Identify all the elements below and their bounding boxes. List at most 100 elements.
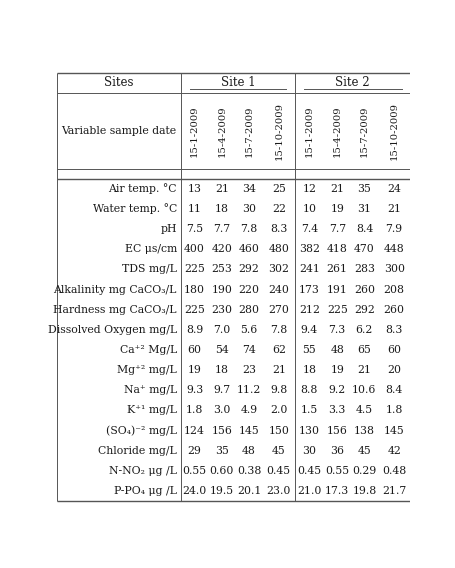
Text: 19.8: 19.8 [351, 486, 376, 496]
Text: 8.8: 8.8 [300, 385, 317, 395]
Text: 145: 145 [238, 425, 259, 436]
Text: Na⁺ mg/L: Na⁺ mg/L [123, 385, 177, 395]
Text: 11: 11 [187, 204, 201, 214]
Text: Alkalinity mg CaCO₃/L: Alkalinity mg CaCO₃/L [53, 285, 177, 295]
Text: K⁺¹ mg/L: K⁺¹ mg/L [126, 406, 177, 415]
Text: 42: 42 [386, 446, 400, 456]
Text: 9.4: 9.4 [300, 325, 317, 335]
Text: N-NO₂ μg /L: N-NO₂ μg /L [109, 466, 177, 476]
Text: 12: 12 [302, 184, 316, 194]
Text: 300: 300 [383, 264, 404, 274]
Text: 124: 124 [184, 425, 205, 436]
Text: 190: 190 [211, 285, 232, 295]
Text: 35: 35 [214, 446, 228, 456]
Text: 7.5: 7.5 [186, 224, 203, 234]
Text: 23.0: 23.0 [266, 486, 290, 496]
Text: Air temp. °C: Air temp. °C [108, 183, 177, 194]
Text: 9.7: 9.7 [213, 385, 230, 395]
Text: 7.3: 7.3 [328, 325, 345, 335]
Text: 460: 460 [238, 244, 259, 254]
Text: 0.38: 0.38 [236, 466, 261, 476]
Text: 280: 280 [238, 304, 259, 315]
Text: 292: 292 [238, 264, 259, 274]
Text: 19.5: 19.5 [209, 486, 233, 496]
Text: 7.8: 7.8 [269, 325, 287, 335]
Text: Variable sample date: Variable sample date [61, 126, 176, 136]
Text: 145: 145 [383, 425, 404, 436]
Text: 240: 240 [268, 285, 288, 295]
Text: 15-4-2009: 15-4-2009 [217, 106, 226, 157]
Text: 21.7: 21.7 [381, 486, 405, 496]
Text: 448: 448 [383, 244, 404, 254]
Text: 48: 48 [329, 345, 344, 355]
Text: 15-10-2009: 15-10-2009 [389, 102, 398, 160]
Text: 36: 36 [329, 446, 344, 456]
Text: 15-1-2009: 15-1-2009 [304, 106, 313, 157]
Text: 7.7: 7.7 [213, 224, 230, 234]
Text: 9.2: 9.2 [328, 385, 345, 395]
Text: 23: 23 [242, 365, 255, 375]
Text: 25: 25 [271, 184, 285, 194]
Text: 1.8: 1.8 [384, 406, 402, 415]
Text: 35: 35 [357, 184, 370, 194]
Text: 283: 283 [353, 264, 374, 274]
Text: 21: 21 [357, 365, 370, 375]
Text: 45: 45 [271, 446, 285, 456]
Text: EC μs/cm: EC μs/cm [124, 244, 177, 254]
Text: 62: 62 [271, 345, 285, 355]
Text: 22: 22 [271, 204, 285, 214]
Text: 191: 191 [326, 285, 347, 295]
Text: 4.9: 4.9 [240, 406, 257, 415]
Text: 8.3: 8.3 [269, 224, 287, 234]
Text: 31: 31 [357, 204, 370, 214]
Text: 0.55: 0.55 [182, 466, 206, 476]
Text: 4.5: 4.5 [355, 406, 372, 415]
Text: 0.45: 0.45 [297, 466, 321, 476]
Text: 400: 400 [184, 244, 205, 254]
Text: 65: 65 [357, 345, 370, 355]
Text: 24: 24 [386, 184, 400, 194]
Text: 55: 55 [302, 345, 315, 355]
Text: 225: 225 [184, 304, 205, 315]
Text: Hardness mg CaCO₃/L: Hardness mg CaCO₃/L [53, 304, 177, 315]
Text: 418: 418 [326, 244, 347, 254]
Text: 15-1-2009: 15-1-2009 [190, 106, 199, 157]
Text: 19: 19 [329, 204, 344, 214]
Text: 7.4: 7.4 [300, 224, 317, 234]
Text: 7.8: 7.8 [240, 224, 257, 234]
Text: 220: 220 [238, 285, 259, 295]
Text: 0.29: 0.29 [351, 466, 376, 476]
Text: 15-7-2009: 15-7-2009 [244, 106, 253, 157]
Text: 60: 60 [386, 345, 400, 355]
Text: 3.0: 3.0 [212, 406, 230, 415]
Text: 19: 19 [329, 365, 344, 375]
Text: 54: 54 [214, 345, 228, 355]
Text: 0.48: 0.48 [381, 466, 405, 476]
Text: 13: 13 [187, 184, 201, 194]
Text: 30: 30 [242, 204, 255, 214]
Text: 10.6: 10.6 [351, 385, 376, 395]
Text: 21.0: 21.0 [297, 486, 321, 496]
Text: Chloride mg/L: Chloride mg/L [98, 446, 177, 456]
Text: 21: 21 [386, 204, 400, 214]
Text: TDS mg/L: TDS mg/L [121, 264, 177, 274]
Text: 6.2: 6.2 [355, 325, 372, 335]
Text: 34: 34 [242, 184, 255, 194]
Text: 29: 29 [187, 446, 201, 456]
Text: 7.7: 7.7 [328, 224, 345, 234]
Text: 420: 420 [211, 244, 232, 254]
Text: 18: 18 [302, 365, 316, 375]
Text: 21: 21 [214, 184, 228, 194]
Text: 470: 470 [353, 244, 374, 254]
Text: 260: 260 [353, 285, 374, 295]
Text: 1.8: 1.8 [186, 406, 203, 415]
Text: 138: 138 [353, 425, 374, 436]
Text: 2.0: 2.0 [269, 406, 287, 415]
Text: 30: 30 [302, 446, 316, 456]
Text: 8.4: 8.4 [385, 385, 402, 395]
Text: 230: 230 [211, 304, 232, 315]
Text: 253: 253 [211, 264, 232, 274]
Text: 0.60: 0.60 [209, 466, 233, 476]
Text: 8.3: 8.3 [384, 325, 402, 335]
Text: 15-7-2009: 15-7-2009 [359, 106, 368, 157]
